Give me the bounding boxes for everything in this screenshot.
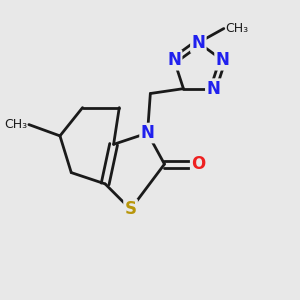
Text: N: N: [206, 80, 220, 98]
Text: N: N: [216, 51, 230, 69]
Text: O: O: [191, 155, 206, 173]
Text: CH₃: CH₃: [4, 118, 28, 131]
Text: S: S: [124, 200, 136, 218]
Text: N: N: [191, 34, 205, 52]
Text: N: N: [167, 51, 181, 69]
Text: N: N: [141, 124, 154, 142]
Text: CH₃: CH₃: [225, 22, 248, 35]
